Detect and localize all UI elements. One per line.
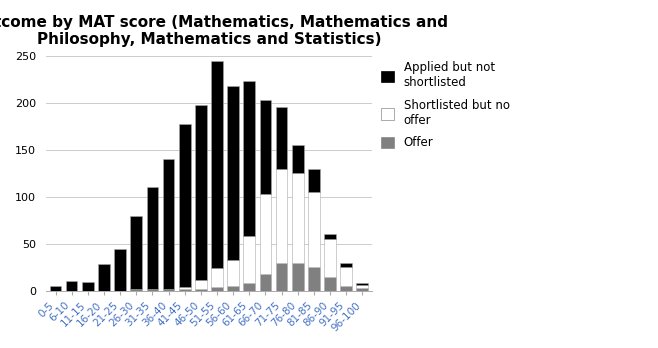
- Bar: [50, 286, 61, 291]
- Bar: [227, 260, 239, 286]
- Bar: [260, 100, 271, 194]
- Bar: [130, 289, 142, 291]
- Bar: [357, 288, 368, 291]
- Bar: [179, 124, 191, 287]
- Bar: [147, 187, 158, 289]
- Bar: [98, 264, 110, 291]
- Bar: [130, 216, 142, 289]
- Bar: [260, 274, 271, 291]
- Bar: [308, 268, 320, 291]
- Bar: [292, 145, 303, 173]
- Bar: [324, 277, 336, 291]
- Bar: [340, 268, 352, 286]
- Bar: [324, 235, 336, 239]
- Bar: [276, 107, 288, 168]
- Bar: [308, 168, 320, 192]
- Bar: [357, 284, 368, 285]
- Bar: [260, 194, 271, 274]
- Bar: [243, 236, 255, 284]
- Bar: [163, 159, 174, 289]
- Bar: [357, 285, 368, 288]
- Bar: [243, 284, 255, 291]
- Bar: [324, 239, 336, 277]
- Bar: [227, 286, 239, 291]
- Bar: [147, 289, 158, 291]
- Bar: [82, 282, 93, 291]
- Title: Outcome by MAT score (Mathematics, Mathematics and
Philosophy, Mathematics and S: Outcome by MAT score (Mathematics, Mathe…: [0, 15, 448, 47]
- Bar: [340, 286, 352, 291]
- Bar: [340, 263, 352, 268]
- Bar: [179, 289, 191, 291]
- Bar: [66, 280, 78, 291]
- Bar: [179, 287, 191, 289]
- Legend: Applied but not
shortlisted, Shortlisted but no
offer, Offer: Applied but not shortlisted, Shortlisted…: [381, 61, 509, 149]
- Bar: [276, 263, 288, 291]
- Bar: [276, 168, 288, 263]
- Bar: [195, 105, 207, 280]
- Bar: [292, 263, 303, 291]
- Bar: [243, 81, 255, 236]
- Bar: [114, 248, 126, 291]
- Bar: [195, 280, 207, 289]
- Bar: [292, 173, 303, 263]
- Bar: [195, 289, 207, 291]
- Bar: [308, 192, 320, 268]
- Bar: [211, 268, 223, 287]
- Bar: [211, 61, 223, 268]
- Bar: [211, 287, 223, 291]
- Bar: [227, 86, 239, 260]
- Bar: [163, 289, 174, 291]
